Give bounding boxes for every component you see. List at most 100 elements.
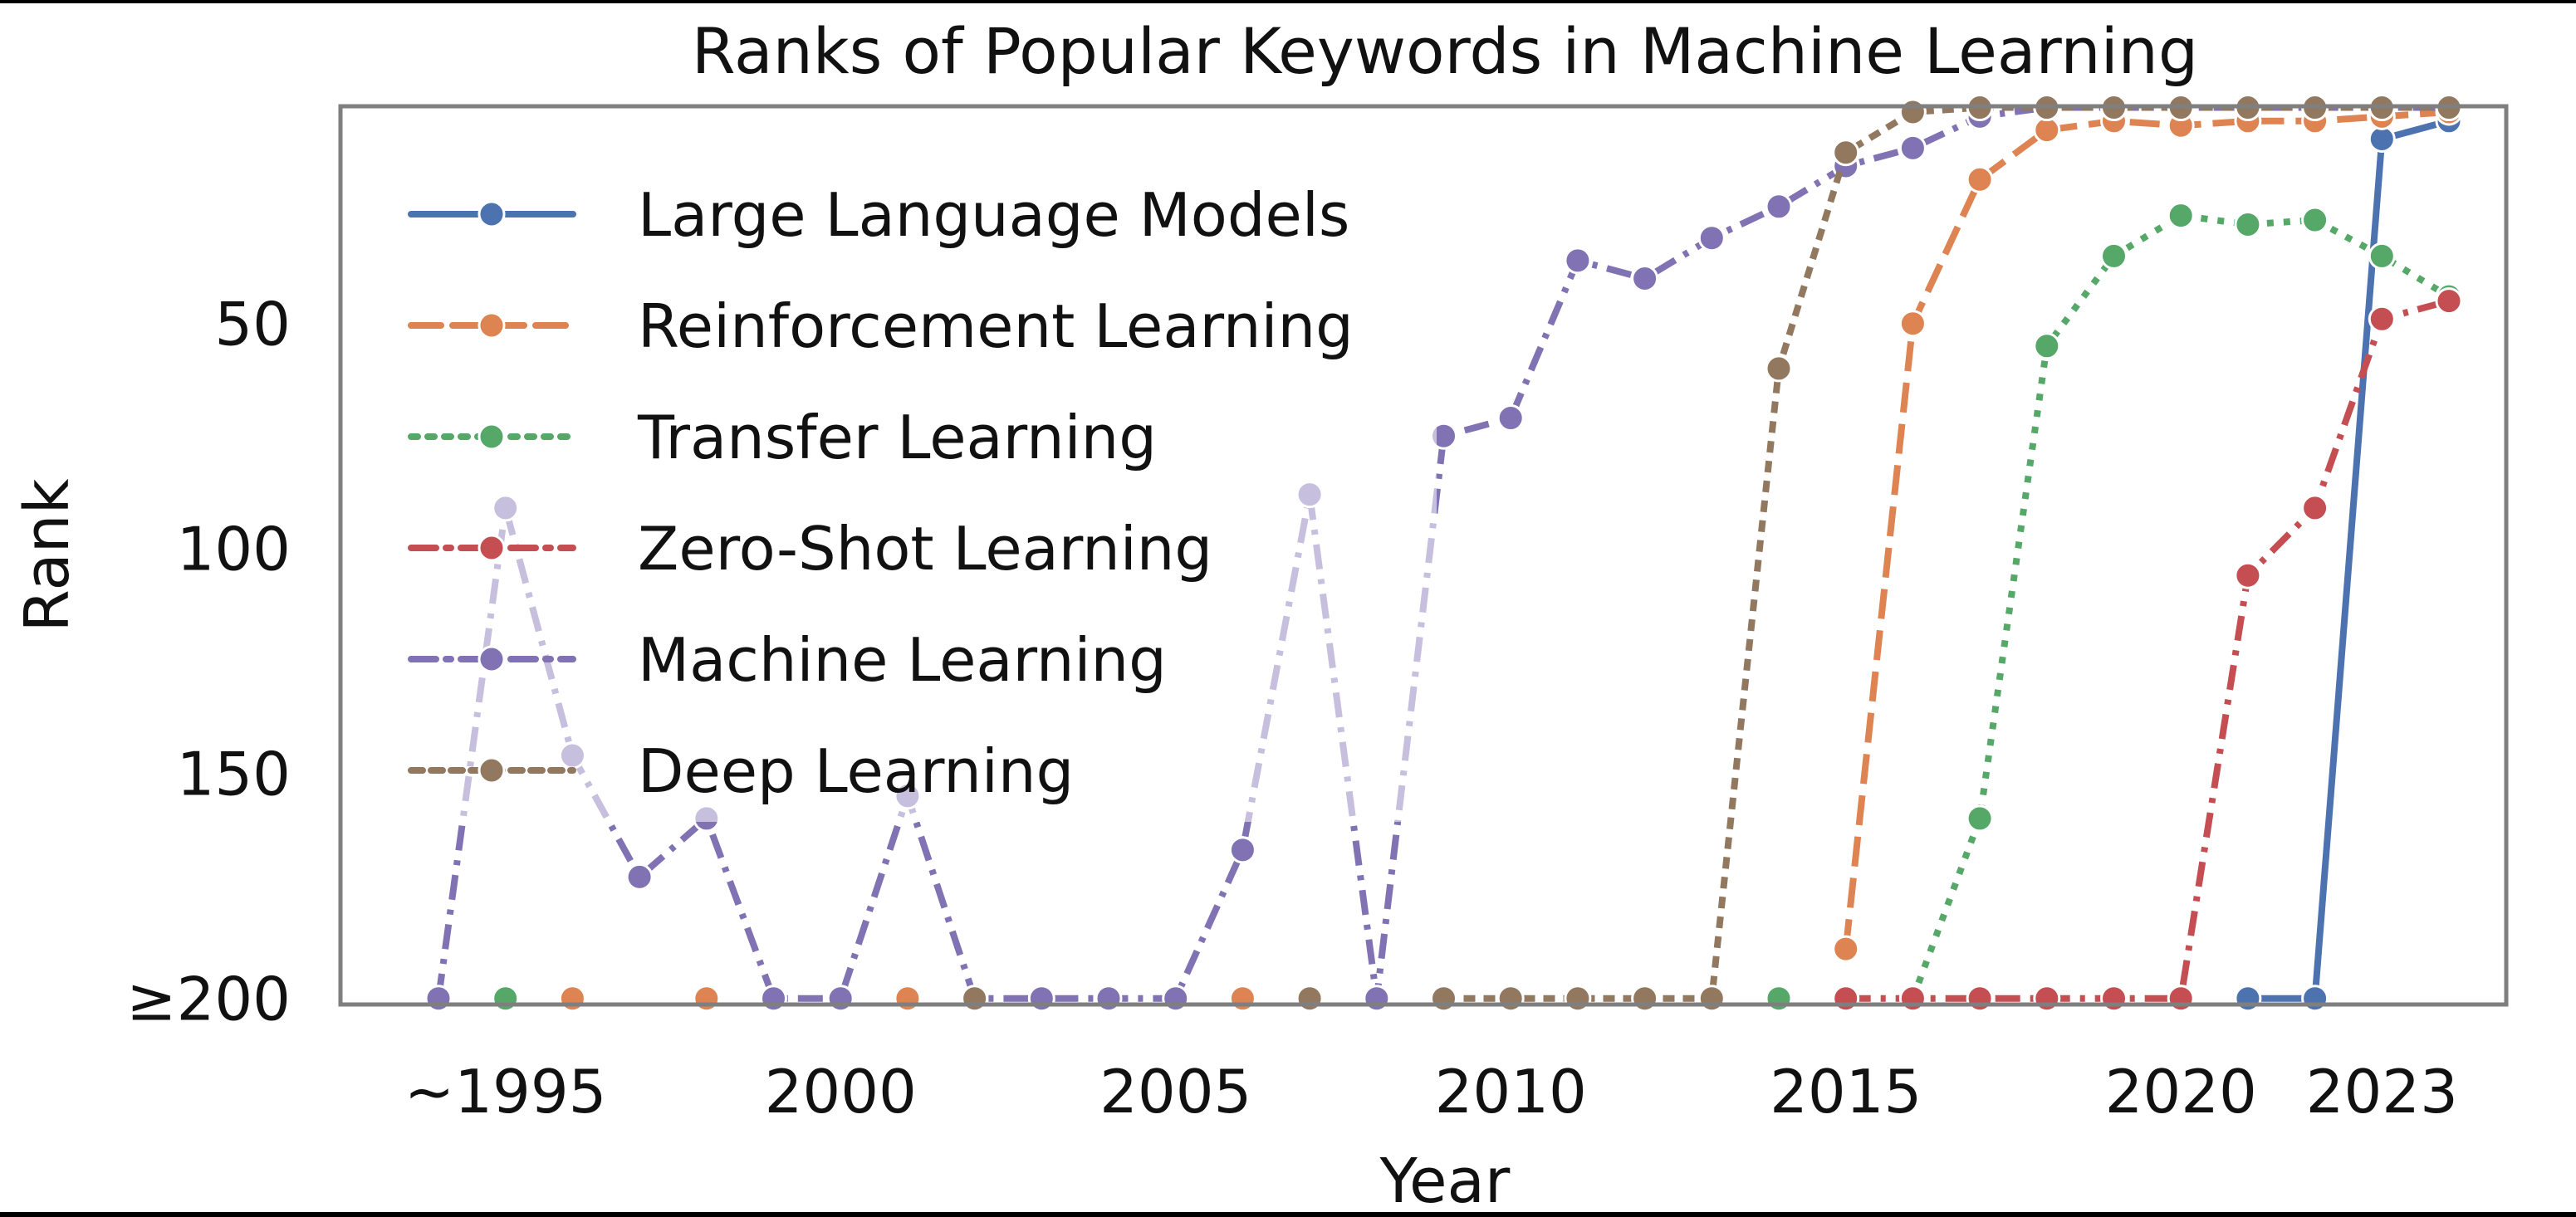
x-axis-ticks: ~1995 2000 2005 2010 2015 2020 2023	[404, 1057, 2458, 1127]
legend: Large Language Models Reinforcement Learn…	[408, 180, 1354, 806]
data-point-marker	[2301, 206, 2329, 234]
data-point-marker	[2167, 202, 2195, 230]
data-point-marker	[1966, 804, 1994, 833]
data-point-marker	[2301, 985, 2329, 1013]
legend-item: Reinforcement Learning	[408, 291, 1354, 361]
data-point-marker	[1496, 985, 1525, 1013]
x-tick-label: 2015	[1770, 1057, 1922, 1127]
y-tick-label: ≥200	[126, 965, 291, 1034]
series-zero-shot-learning	[1832, 287, 2463, 1013]
data-point-marker	[2435, 287, 2463, 315]
data-point-marker	[1966, 165, 1994, 193]
data-point-marker	[1564, 247, 1592, 275]
data-point-marker	[1095, 985, 1123, 1013]
series-line	[2247, 117, 2451, 1002]
data-point-marker	[1898, 985, 1927, 1013]
data-point-marker	[1898, 134, 1927, 162]
series-line	[1443, 104, 2449, 1002]
data-point-marker	[2100, 985, 2128, 1013]
y-tick-label: 100	[177, 515, 291, 584]
data-point-marker	[2234, 210, 2262, 238]
data-point-marker	[2167, 985, 2195, 1013]
legend-marker-icon	[477, 311, 506, 340]
legend-item: Machine Learning	[408, 625, 1167, 695]
data-point-marker	[1898, 310, 1927, 338]
legend-label: Zero-Shot Learning	[638, 514, 1212, 584]
legend-item: Zero-Shot Learning	[408, 514, 1212, 584]
data-point-marker	[424, 985, 453, 1013]
legend-marker-icon	[477, 534, 506, 562]
x-tick-label: 2005	[1099, 1057, 1251, 1127]
legend-item: Transfer Learning	[408, 403, 1157, 472]
series-large-language-models	[2234, 107, 2463, 1013]
data-point-marker	[2100, 242, 2128, 270]
data-point-marker	[1363, 985, 1391, 1013]
data-point-marker	[1765, 985, 1793, 1013]
data-point-marker	[1765, 354, 1793, 383]
data-point-marker	[2033, 332, 2061, 360]
data-point-marker	[1430, 985, 1457, 1013]
y-axis-label: Rank	[12, 478, 83, 632]
legend-label: Large Language Models	[638, 180, 1349, 250]
data-point-marker	[492, 985, 520, 1013]
data-point-marker	[558, 985, 586, 1013]
plot-frame	[338, 104, 2509, 1007]
data-point-marker	[1832, 935, 1860, 963]
legend-item: Large Language Models	[408, 180, 1349, 250]
data-point-marker	[2368, 305, 2396, 333]
legend-item: Deep Learning	[408, 736, 1074, 806]
data-point-marker	[2234, 985, 2262, 1013]
data-point-marker	[2301, 494, 2329, 522]
y-axis-ticks: 50 100 150 ≥200	[126, 290, 291, 1034]
data-point-marker	[1564, 985, 1592, 1013]
data-point-marker	[1162, 985, 1190, 1013]
data-point-marker	[1631, 985, 1659, 1013]
data-point-marker	[2368, 242, 2396, 270]
x-tick-label: 2010	[1435, 1057, 1587, 1127]
bottom-border	[0, 1212, 2576, 1217]
legend-label: Reinforcement Learning	[638, 291, 1354, 361]
x-tick-label: 2020	[2105, 1057, 2257, 1127]
data-point-marker	[2234, 561, 2262, 589]
legend-marker-icon	[477, 645, 506, 673]
data-point-marker	[826, 985, 855, 1013]
data-point-marker	[1027, 985, 1055, 1013]
data-point-marker	[1898, 98, 1927, 126]
data-point-marker	[1832, 139, 1860, 167]
data-point-marker	[1228, 985, 1256, 1013]
data-point-marker	[2033, 985, 2061, 1013]
series-line	[1909, 212, 2451, 1000]
data-point-marker	[1496, 404, 1525, 433]
plot-series-group	[424, 94, 2463, 1013]
x-tick-label: ~1995	[404, 1057, 607, 1127]
chart-title: Ranks of Popular Keywords in Machine Lea…	[692, 14, 2198, 88]
data-point-marker	[1631, 265, 1659, 292]
data-point-marker	[2033, 116, 2061, 144]
data-point-marker	[1966, 985, 1994, 1013]
data-point-marker	[1765, 193, 1793, 221]
legend-box	[357, 133, 1437, 822]
legend-label: Machine Learning	[638, 625, 1167, 695]
x-axis-label: Year	[1379, 1146, 1511, 1217]
series-line	[1842, 108, 2450, 950]
legend-marker-icon	[477, 756, 506, 784]
data-point-marker	[1832, 985, 1860, 1013]
data-point-marker	[760, 985, 787, 1013]
data-point-marker	[961, 985, 989, 1013]
data-point-marker	[1697, 224, 1726, 252]
x-tick-label: 2023	[2306, 1057, 2458, 1127]
data-point-marker	[1228, 836, 1256, 864]
data-point-marker	[2368, 125, 2396, 153]
legend-label: Transfer Learning	[637, 403, 1157, 472]
data-point-marker	[1295, 985, 1324, 1013]
legend-label: Deep Learning	[638, 736, 1074, 806]
y-tick-label: 50	[214, 290, 291, 359]
data-point-marker	[894, 985, 922, 1013]
legend-marker-icon	[477, 423, 506, 451]
data-point-marker	[625, 863, 654, 891]
x-tick-label: 2000	[765, 1057, 917, 1127]
top-border	[0, 0, 2576, 3]
series-line	[1845, 297, 2451, 1002]
legend-marker-icon	[477, 200, 506, 228]
